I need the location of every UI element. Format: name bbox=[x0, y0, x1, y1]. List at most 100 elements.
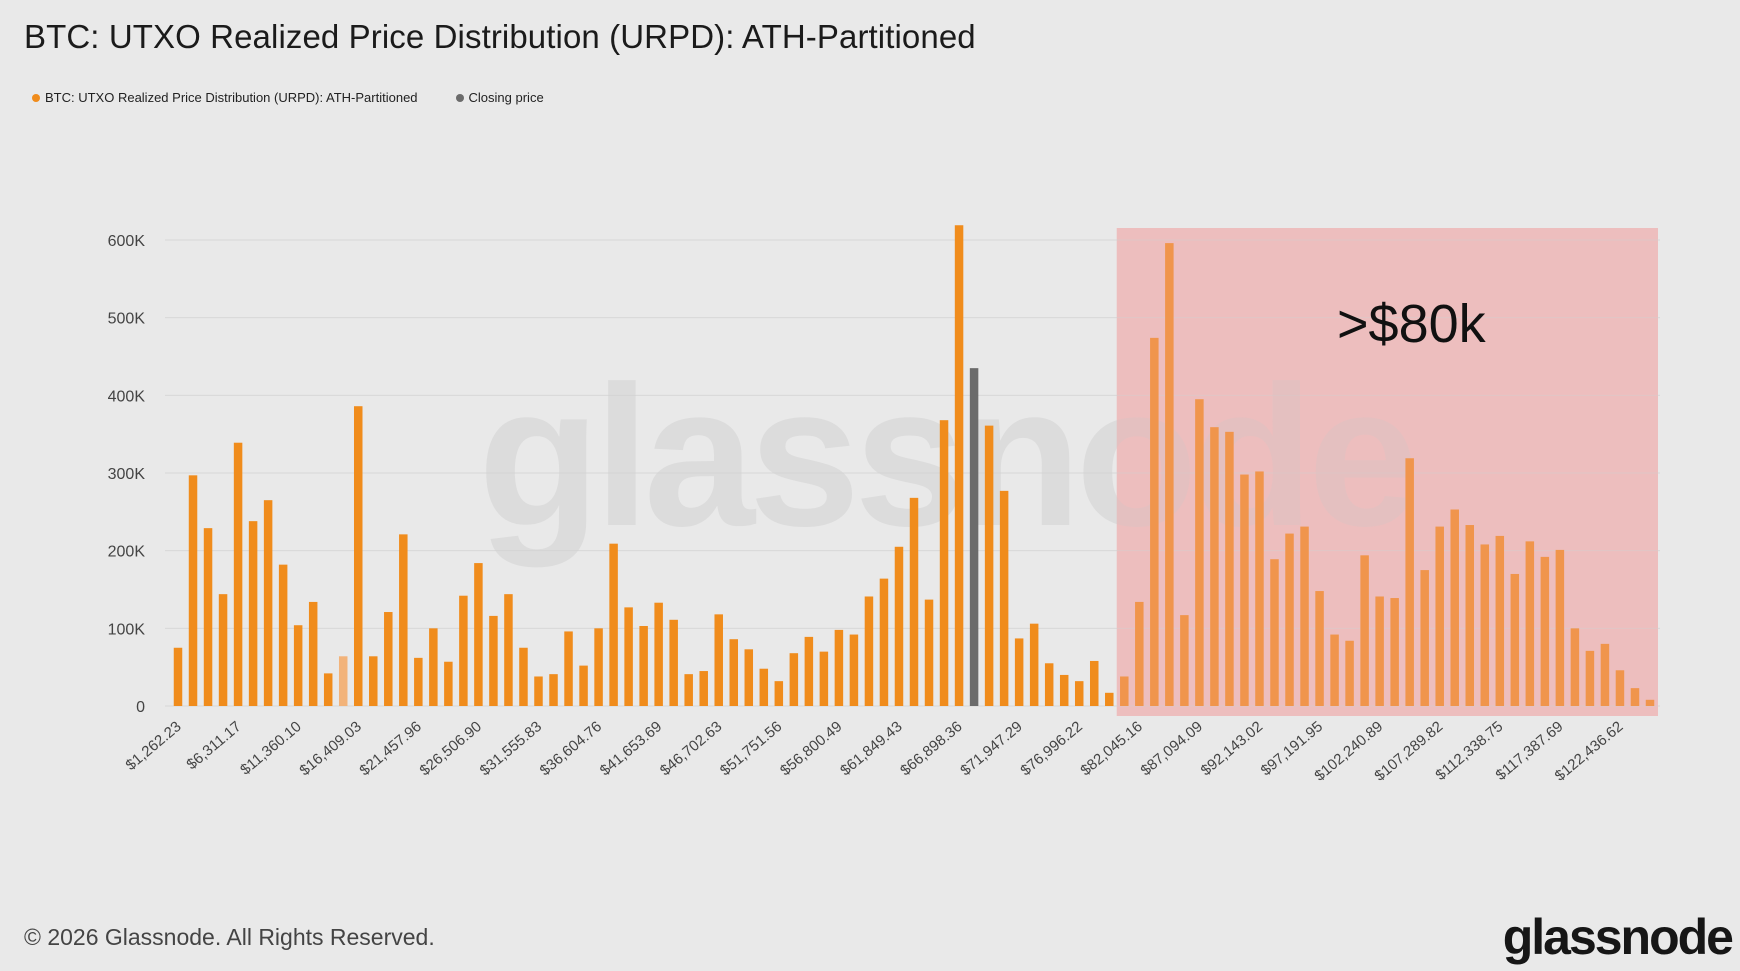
bar[interactable] bbox=[744, 649, 754, 706]
bar[interactable] bbox=[263, 500, 273, 706]
bar[interactable] bbox=[1120, 676, 1129, 706]
bar[interactable] bbox=[1375, 596, 1384, 706]
bar[interactable] bbox=[1630, 688, 1640, 706]
bar[interactable] bbox=[1480, 544, 1490, 706]
bar[interactable] bbox=[909, 497, 919, 706]
bar[interactable] bbox=[1105, 692, 1114, 706]
bar[interactable] bbox=[1600, 643, 1610, 706]
bar[interactable] bbox=[429, 628, 438, 706]
bar[interactable] bbox=[1300, 526, 1309, 706]
bar[interactable] bbox=[278, 564, 288, 706]
bar[interactable] bbox=[1014, 638, 1024, 706]
bar[interactable] bbox=[173, 647, 183, 706]
bar[interactable] bbox=[669, 619, 678, 706]
bar[interactable] bbox=[519, 647, 528, 706]
bar[interactable] bbox=[999, 490, 1009, 706]
bar[interactable] bbox=[729, 639, 739, 706]
bar[interactable] bbox=[1540, 556, 1550, 706]
bar[interactable] bbox=[338, 656, 348, 706]
bar[interactable] bbox=[819, 651, 829, 706]
bar[interactable] bbox=[1645, 699, 1655, 706]
bar[interactable] bbox=[624, 607, 633, 706]
bar[interactable] bbox=[1345, 640, 1354, 706]
bar[interactable] bbox=[1450, 509, 1459, 706]
bar[interactable] bbox=[1044, 663, 1054, 706]
bar[interactable] bbox=[849, 634, 859, 706]
bar[interactable] bbox=[1495, 535, 1505, 706]
bar[interactable] bbox=[714, 614, 723, 706]
bar[interactable] bbox=[188, 475, 198, 706]
bar[interactable] bbox=[1570, 628, 1580, 706]
bar[interactable] bbox=[1135, 601, 1144, 706]
bar[interactable] bbox=[1615, 670, 1625, 706]
bar[interactable] bbox=[774, 681, 784, 706]
bar[interactable] bbox=[1285, 533, 1294, 706]
bar[interactable] bbox=[699, 671, 708, 706]
bar[interactable] bbox=[414, 657, 423, 706]
bar[interactable] bbox=[1240, 474, 1249, 706]
bar[interactable] bbox=[594, 628, 603, 706]
bar[interactable] bbox=[834, 629, 844, 706]
bar[interactable] bbox=[1180, 615, 1189, 706]
bar[interactable] bbox=[1150, 337, 1159, 706]
bar[interactable] bbox=[654, 602, 663, 706]
bar[interactable] bbox=[954, 225, 964, 706]
bar[interactable] bbox=[233, 442, 243, 706]
bar[interactable] bbox=[1510, 573, 1520, 706]
bar[interactable] bbox=[609, 543, 618, 706]
bar[interactable] bbox=[399, 534, 408, 706]
bar[interactable] bbox=[323, 673, 333, 706]
bar[interactable] bbox=[474, 563, 483, 706]
bar[interactable] bbox=[759, 668, 769, 706]
legend-item-urpd[interactable]: BTC: UTXO Realized Price Distribution (U… bbox=[32, 90, 418, 105]
bar[interactable] bbox=[1330, 634, 1339, 706]
bar[interactable] bbox=[1165, 243, 1174, 706]
bar[interactable] bbox=[1210, 427, 1219, 706]
bar[interactable] bbox=[894, 546, 904, 706]
bar[interactable] bbox=[203, 528, 213, 706]
bar[interactable] bbox=[684, 674, 693, 706]
bar[interactable] bbox=[1420, 570, 1429, 706]
bar[interactable] bbox=[1435, 526, 1444, 706]
bar[interactable] bbox=[1089, 660, 1099, 706]
bar[interactable] bbox=[639, 626, 648, 706]
bar[interactable] bbox=[549, 674, 558, 706]
bar[interactable] bbox=[1225, 431, 1234, 706]
bar[interactable] bbox=[1525, 541, 1535, 706]
bar[interactable] bbox=[308, 601, 318, 706]
bar[interactable] bbox=[939, 420, 949, 706]
bar[interactable] bbox=[459, 595, 468, 706]
bar[interactable] bbox=[504, 594, 513, 706]
bar[interactable] bbox=[293, 625, 303, 706]
bar[interactable] bbox=[1390, 598, 1399, 706]
bar[interactable] bbox=[1059, 674, 1069, 706]
bar[interactable] bbox=[789, 653, 799, 706]
bar[interactable] bbox=[1465, 525, 1475, 706]
bar[interactable] bbox=[579, 665, 588, 706]
bar[interactable] bbox=[1195, 399, 1204, 706]
bar[interactable] bbox=[489, 615, 498, 706]
bar[interactable] bbox=[1270, 559, 1279, 706]
bar[interactable] bbox=[218, 594, 228, 706]
bar[interactable] bbox=[984, 425, 994, 706]
bar[interactable] bbox=[1074, 681, 1084, 706]
bar[interactable] bbox=[864, 596, 874, 706]
bar[interactable] bbox=[369, 656, 378, 706]
bar[interactable] bbox=[879, 578, 889, 706]
bar[interactable] bbox=[1255, 471, 1264, 706]
bar[interactable] bbox=[804, 636, 814, 706]
bar[interactable] bbox=[534, 676, 543, 706]
bar[interactable] bbox=[444, 661, 453, 706]
legend-item-closing-price[interactable]: Closing price bbox=[455, 90, 544, 105]
bar[interactable] bbox=[564, 631, 573, 706]
bar[interactable] bbox=[384, 612, 393, 706]
bar[interactable] bbox=[1360, 555, 1369, 706]
bar[interactable] bbox=[924, 599, 934, 706]
bar[interactable] bbox=[1585, 650, 1595, 706]
bar[interactable] bbox=[1405, 458, 1414, 706]
closing-price-bar[interactable] bbox=[969, 368, 979, 706]
bar[interactable] bbox=[353, 406, 363, 706]
bar[interactable] bbox=[1029, 623, 1039, 706]
bar[interactable] bbox=[248, 521, 258, 706]
bar[interactable] bbox=[1555, 549, 1565, 706]
